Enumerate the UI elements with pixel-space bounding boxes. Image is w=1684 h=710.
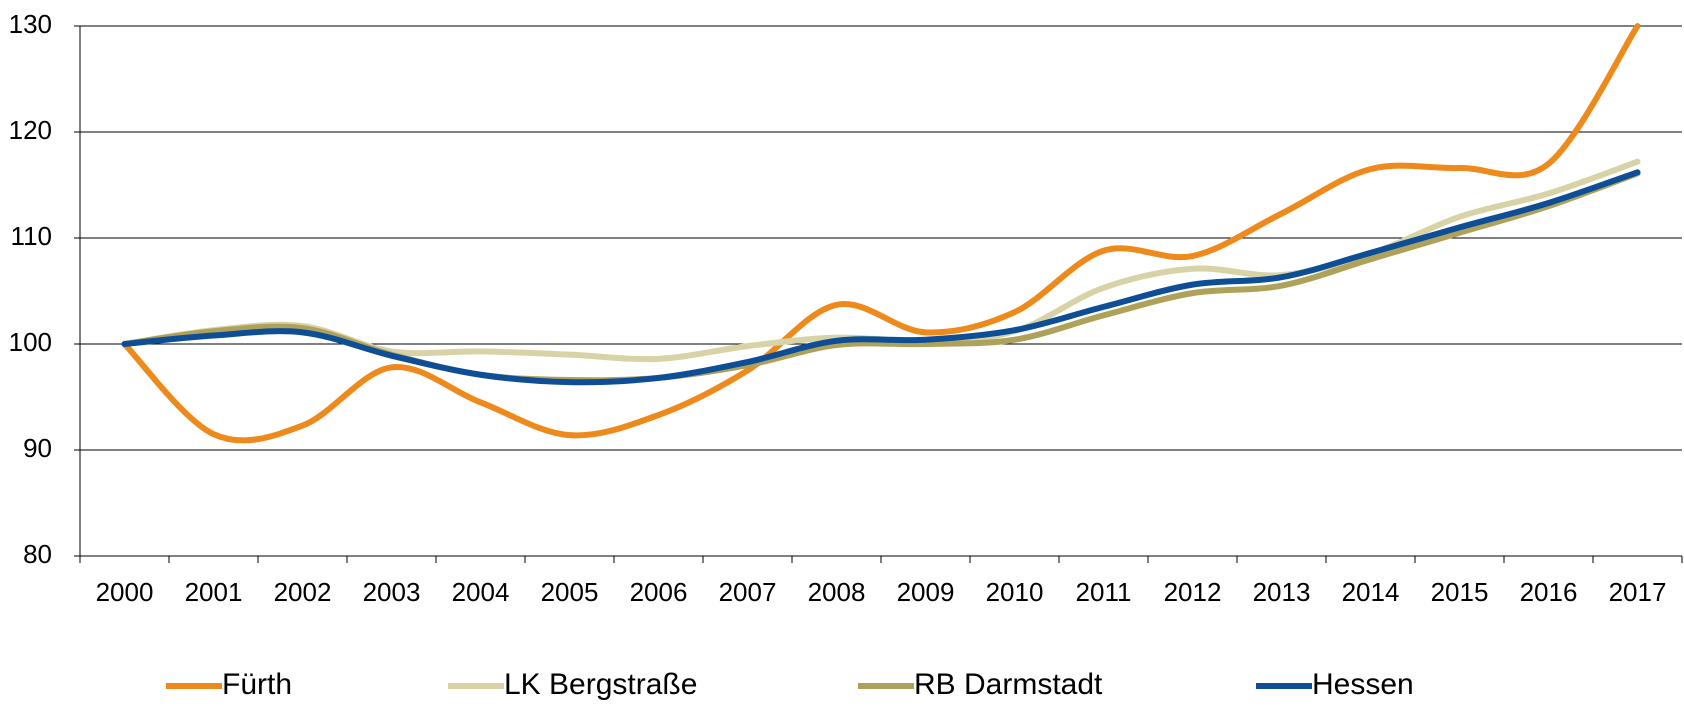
x-tick-label: 2003 (363, 577, 421, 607)
x-tick-label: 2016 (1520, 577, 1578, 607)
x-tick-label: 2002 (274, 577, 332, 607)
y-tick-label: 80 (23, 539, 52, 569)
legend-label: RB Darmstadt (914, 668, 1103, 701)
x-tick-label: 2004 (452, 577, 510, 607)
x-tick-label: 2009 (897, 577, 955, 607)
x-tick-label: 2007 (719, 577, 777, 607)
x-tick-label: 2011 (1076, 577, 1132, 607)
legend-label: Fürth (222, 668, 292, 701)
x-tick-label: 2013 (1253, 577, 1311, 607)
x-tick-label: 2017 (1609, 577, 1667, 607)
y-tick-label: 130 (9, 9, 52, 39)
legend-label: Hessen (1312, 668, 1414, 701)
x-tick-label: 2012 (1164, 577, 1222, 607)
x-tick-label: 2000 (96, 577, 154, 607)
x-tick-label: 2006 (630, 577, 688, 607)
x-tick-label: 2015 (1431, 577, 1489, 607)
x-tick-label: 2014 (1342, 577, 1400, 607)
line-series (121, 169, 1641, 386)
y-tick-label: 90 (23, 433, 52, 463)
y-tick-label: 110 (11, 221, 52, 251)
legend-label: LK Bergstraße (504, 668, 697, 701)
x-tick-label: 2010 (986, 577, 1044, 607)
y-tick-label: 120 (9, 115, 52, 145)
x-tick-label: 2005 (541, 577, 599, 607)
x-tick-label: 2008 (808, 577, 866, 607)
y-tick-label: 100 (9, 327, 52, 357)
line-series (121, 158, 1641, 363)
x-tick-label: 2001 (185, 577, 243, 607)
line-series (121, 23, 1641, 444)
line-series (121, 170, 1641, 384)
